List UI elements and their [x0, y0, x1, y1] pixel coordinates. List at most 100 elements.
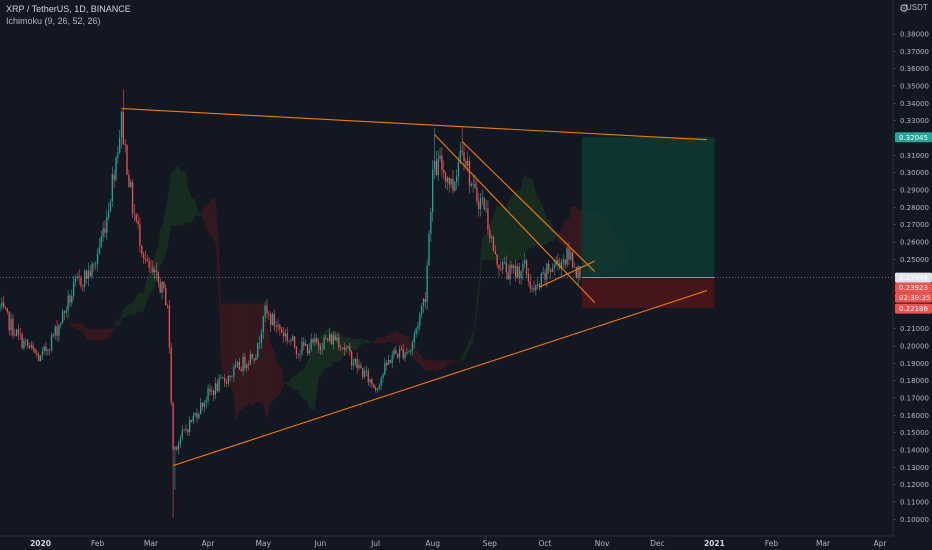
candle-body	[343, 347, 345, 350]
candle-body	[317, 341, 320, 347]
candle-body	[472, 183, 474, 185]
candle-body	[406, 352, 408, 354]
currency-label[interactable]: USDT	[906, 3, 928, 12]
candle-body	[397, 353, 399, 358]
wedge-trendline[interactable]	[461, 141, 596, 272]
candle-body	[514, 265, 517, 278]
candle-body	[432, 169, 434, 213]
cloud-segment	[434, 360, 437, 372]
cloud-segment	[300, 370, 302, 398]
price-tick-label: 0.26000	[900, 239, 929, 247]
candle-body	[144, 258, 147, 260]
cloud-segment	[305, 361, 308, 401]
price-tag-bg	[895, 292, 932, 303]
time-tick-label: Oct	[539, 539, 552, 548]
cloud-segment	[195, 199, 198, 216]
cloud-segment	[390, 332, 393, 344]
candle-body	[218, 378, 220, 392]
cloud-segment	[320, 333, 323, 377]
candle-body	[170, 347, 172, 403]
candle-body	[249, 354, 252, 365]
candle-body	[435, 160, 438, 176]
cloud-segment	[465, 344, 468, 358]
cloud-segment	[316, 336, 319, 395]
candle-body	[380, 378, 382, 386]
cloud-segment	[213, 198, 216, 242]
cloud-segment	[294, 374, 297, 391]
cloud-segment	[206, 203, 209, 232]
symbol-title[interactable]: XRP / TetherUS, 1D, BINANCE	[6, 4, 131, 14]
candle-body	[119, 137, 121, 153]
cloud-segment	[570, 206, 573, 254]
support-trendline[interactable]	[172, 290, 708, 467]
candle-body	[52, 334, 55, 336]
candle-body	[137, 220, 139, 225]
trendlines[interactable]	[121, 107, 708, 467]
candle-body	[209, 388, 211, 392]
settings-gear-icon[interactable]: ⚙	[899, 3, 909, 15]
candle-body	[205, 400, 207, 403]
cloud-segment	[513, 191, 516, 261]
cloud-segment	[533, 183, 536, 248]
candle-body	[549, 270, 552, 272]
candle-body	[562, 259, 565, 262]
wedge-trendline[interactable]	[539, 260, 595, 288]
cloud-segment	[108, 328, 111, 340]
cloud-segment	[436, 360, 439, 371]
candle-body	[452, 178, 454, 191]
cloud-segment	[104, 328, 107, 339]
cloud-segment	[340, 333, 343, 360]
cloud-segment	[373, 340, 376, 344]
indicator-label[interactable]: Ichimoku (9, 26, 52, 26)	[6, 16, 101, 26]
cloud-segment	[559, 229, 562, 245]
cloud-segment	[311, 340, 314, 410]
cloud-segment	[563, 220, 566, 251]
cloud-segment	[101, 328, 104, 341]
candle-body	[117, 152, 119, 158]
candle-body	[566, 248, 568, 265]
candle-body	[253, 358, 255, 361]
candle-body	[374, 388, 377, 391]
candle-body	[476, 187, 478, 202]
candle-body	[467, 160, 469, 166]
price-tick-label: 0.19000	[900, 360, 929, 368]
cloud-segment	[579, 210, 582, 260]
cloud-segment	[158, 230, 161, 281]
candle-body	[395, 349, 397, 354]
cloud-segment	[162, 216, 164, 265]
candle-body	[354, 358, 357, 364]
time-tick-label: Jul	[370, 539, 380, 548]
candle-body	[314, 337, 316, 343]
candle-body	[187, 429, 189, 432]
cloud-segment	[68, 317, 70, 326]
candle-body	[570, 252, 572, 260]
wedge-trendline[interactable]	[434, 134, 596, 304]
price-tick-label: 0.17000	[900, 395, 929, 403]
candle-body	[17, 329, 20, 334]
candle-body	[371, 379, 373, 385]
resistance-trendline[interactable]	[121, 107, 708, 141]
cloud-segment	[353, 339, 356, 351]
cloud-segment	[416, 347, 418, 364]
candle-body	[389, 360, 391, 363]
time-tick-label: May	[256, 539, 272, 548]
price-tag-label: 0.32045	[899, 134, 928, 142]
cloud-segment	[241, 303, 244, 410]
candle-body	[386, 362, 388, 365]
cloud-segment	[521, 178, 523, 260]
time-tick-label: Aug	[425, 539, 440, 548]
candle-body	[268, 313, 270, 315]
cloud-segment	[401, 334, 404, 353]
cloud-segment	[476, 282, 479, 312]
time-axis[interactable]: 2020 Feb Mar Apr May Jun Jul Aug Sep Oct Nov Dec 202…	[0, 535, 932, 550]
cloud-segment	[268, 330, 271, 412]
candle-body	[424, 299, 426, 303]
cloud-segment	[419, 353, 422, 366]
candle-body	[271, 313, 274, 325]
candle-body	[428, 233, 430, 266]
candle-body	[212, 390, 215, 395]
candle-body	[266, 305, 268, 314]
candle-body	[174, 446, 176, 450]
candle-body	[290, 340, 292, 342]
